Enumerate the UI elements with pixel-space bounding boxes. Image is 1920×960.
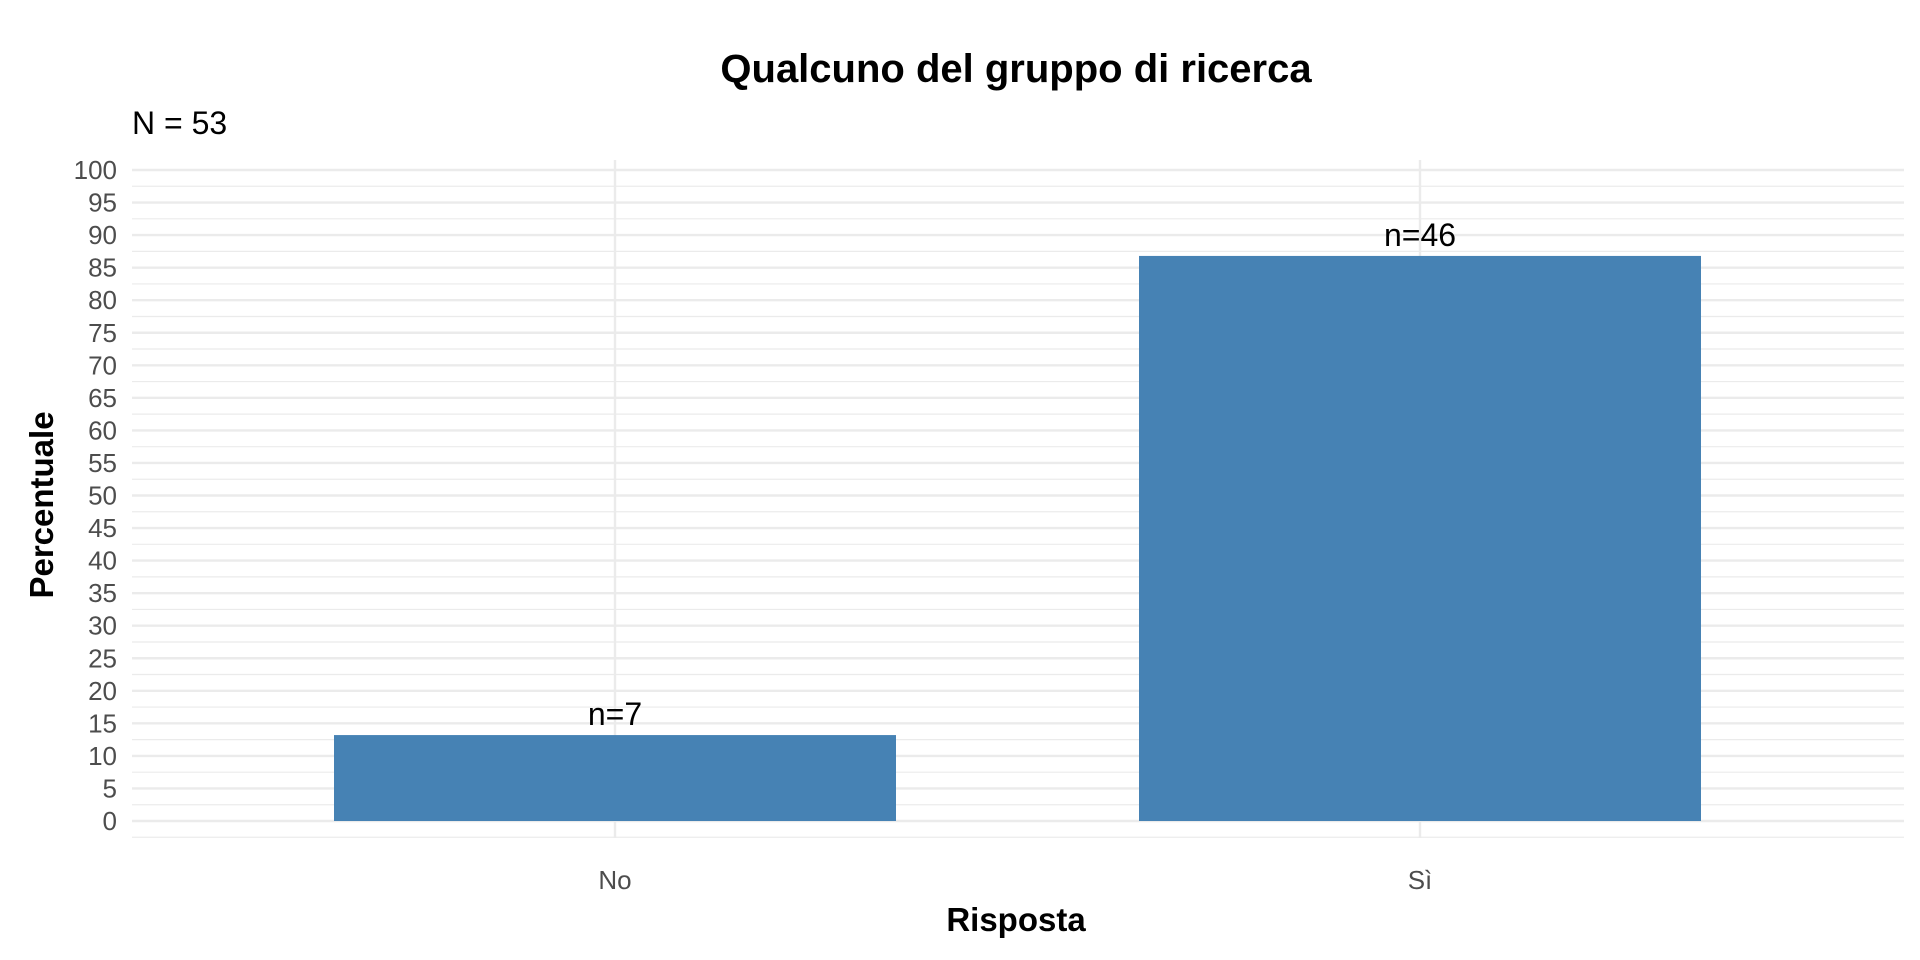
x-axis-ticks: No Sì [598, 865, 1432, 895]
y-tick-label: 5 [103, 773, 117, 803]
y-tick-label: 40 [88, 546, 117, 576]
y-tick-label: 45 [88, 513, 117, 543]
y-tick-label: 25 [88, 643, 117, 673]
y-axis-title: Percentuale [23, 411, 60, 598]
bar-layer [334, 255, 1701, 821]
y-tick-label: 30 [88, 611, 117, 641]
y-tick-label: 70 [88, 350, 117, 380]
y-tick-label: 80 [88, 285, 117, 315]
data-label: n=7 [588, 696, 642, 732]
y-tick-label: 60 [88, 415, 117, 445]
y-tick-label: 0 [103, 806, 117, 836]
y-tick-label: 15 [88, 708, 117, 738]
bar-No [334, 735, 896, 821]
x-tick-label: Sì [1408, 865, 1433, 895]
data-label: n=46 [1384, 217, 1456, 253]
chart-subtitle: N = 53 [132, 105, 227, 141]
label-layer: n=7 n=46 [588, 217, 1456, 732]
y-tick-label: 10 [88, 741, 117, 771]
y-tick-label: 75 [88, 318, 117, 348]
y-tick-label: 55 [88, 448, 117, 478]
y-tick-label: 50 [88, 481, 117, 511]
y-tick-label: 95 [88, 188, 117, 218]
y-tick-label: 90 [88, 220, 117, 250]
y-tick-label: 65 [88, 383, 117, 413]
x-axis-title: Risposta [946, 901, 1086, 938]
y-tick-label: 20 [88, 676, 117, 706]
bar-Sì [1139, 255, 1701, 821]
y-axis-ticks: 0510152025303540455055606570758085909510… [74, 155, 117, 836]
y-tick-label: 35 [88, 578, 117, 608]
y-tick-label: 100 [74, 155, 117, 185]
x-tick-label: No [598, 865, 631, 895]
chart-title: Qualcuno del gruppo di ricerca [720, 47, 1312, 91]
y-tick-label: 85 [88, 253, 117, 283]
